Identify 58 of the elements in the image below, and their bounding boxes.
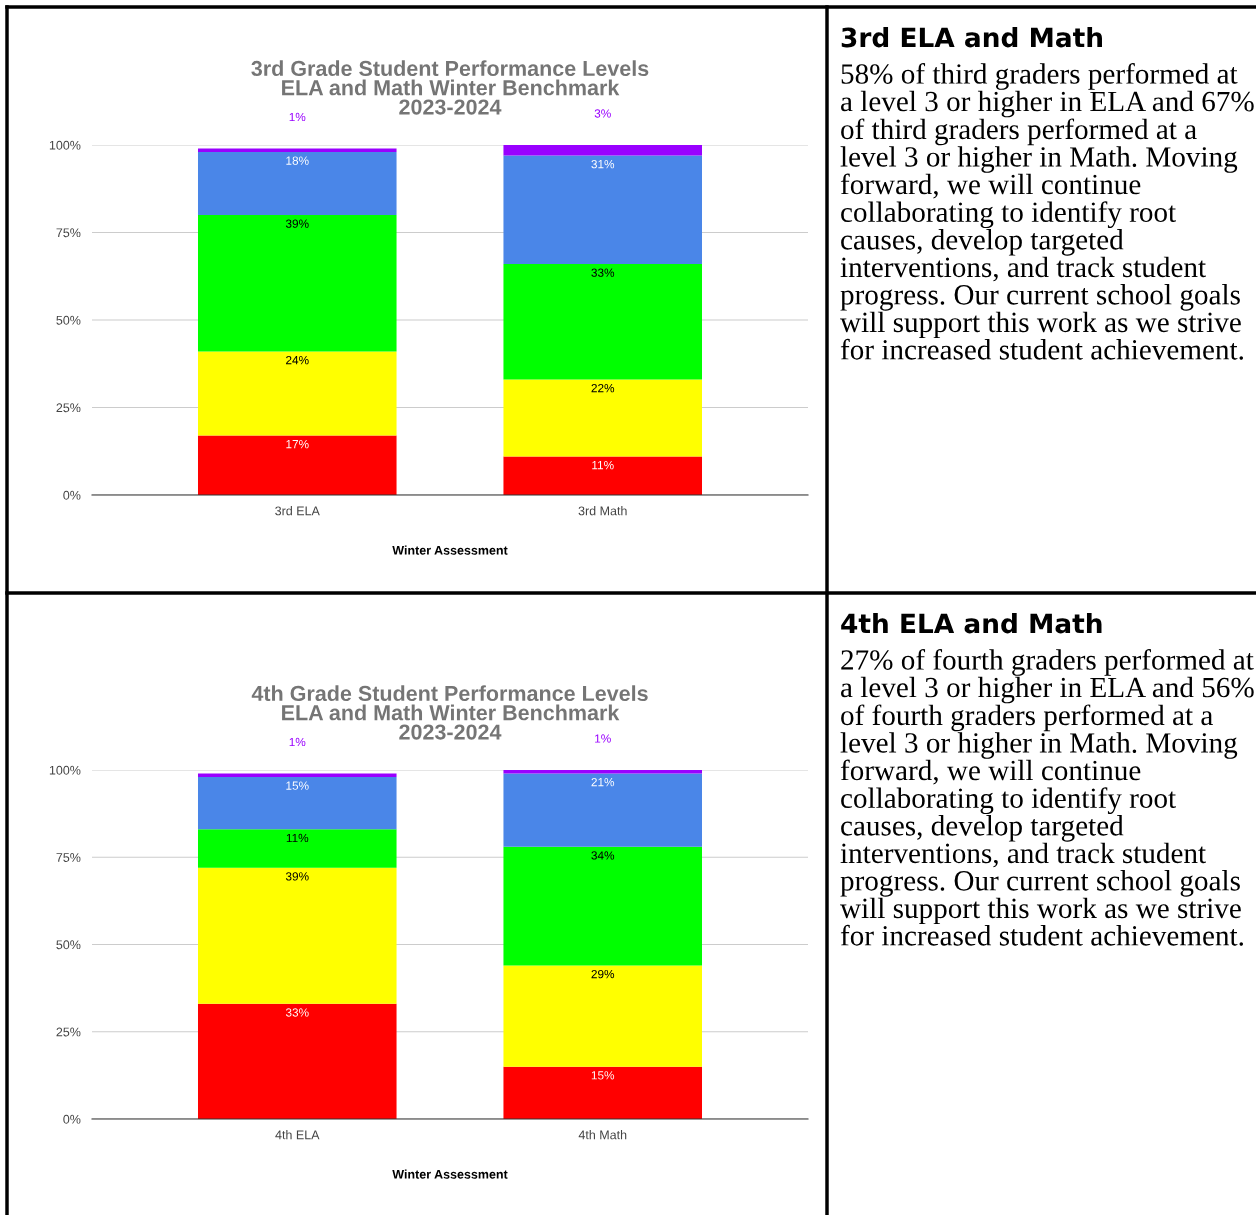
y-tick-label: 100% xyxy=(49,765,81,775)
bar xyxy=(503,965,703,1067)
bar xyxy=(503,773,703,847)
text: 4th ELA and Math xyxy=(841,613,1102,634)
bar xyxy=(197,1003,397,1119)
y-tick-label: 50% xyxy=(56,315,81,325)
data-label: 33% xyxy=(285,1008,309,1017)
data-label: 29% xyxy=(591,969,615,979)
data-label: 1% xyxy=(289,112,306,122)
data-label: 22% xyxy=(591,383,615,393)
x-tick-label: 3rd ELA xyxy=(275,506,320,516)
x-tick-label: 4th Math xyxy=(578,1130,627,1140)
y-tick-label: 75% xyxy=(56,228,81,238)
data-label: 21% xyxy=(591,777,615,787)
text: 3rd ELA and Math xyxy=(841,27,1102,48)
data-label: 24% xyxy=(286,355,309,365)
x-axis-title: Winter Assessment xyxy=(392,1169,508,1179)
bar xyxy=(503,1066,703,1119)
data-label: 39% xyxy=(285,872,309,881)
data-label: 33% xyxy=(591,268,615,277)
bar xyxy=(197,773,397,777)
x-axis-title: Winter Assessment xyxy=(392,545,508,555)
y-tick-label: 100% xyxy=(49,140,81,150)
bar xyxy=(503,264,703,380)
data-label: 31% xyxy=(591,159,615,169)
bar xyxy=(197,215,397,352)
bar xyxy=(197,351,397,436)
y-tick-label: 75% xyxy=(56,853,81,862)
data-label: 11% xyxy=(286,833,309,843)
bar xyxy=(503,846,703,966)
x-tick-label: 4th ELA xyxy=(275,1130,320,1140)
bar xyxy=(197,867,397,1004)
bar xyxy=(197,152,397,215)
data-label: 39% xyxy=(285,219,309,228)
y-tick-label: 25% xyxy=(56,1027,81,1037)
bar xyxy=(503,456,703,495)
bar xyxy=(197,829,397,868)
y-tick-label: 50% xyxy=(56,940,81,950)
y-tick-label: 0% xyxy=(63,490,81,500)
data-label: 11% xyxy=(592,461,614,470)
bar xyxy=(503,155,703,264)
bar xyxy=(197,776,397,830)
data-label: 1% xyxy=(289,737,306,747)
data-label: 3% xyxy=(594,109,611,118)
text: 58% of third graders performed at a level 3 or higher in ELA and 67% of third graders performed at a level 3 or higher in Math. Moving forward, we will continue collaborating to identify root causes, develop targeted interventions, and track student progress. Our current school goals will support this work as we strive for increased student achievement. xyxy=(840,63,1254,360)
data-label: 15% xyxy=(286,781,309,790)
data-label: 18% xyxy=(286,156,309,165)
text: 27% of fourth graders performed at a level 3 or higher in ELA and 56% of fourth graders performed at a level 3 or higher in Math. Moving forward, we will continue collaborating to identify root causes, develop targeted interventions, and track student progress. Our current school goals will support this work as we strive for increased student achievement. xyxy=(840,649,1254,946)
data-label: 17% xyxy=(286,440,309,449)
bar xyxy=(503,379,703,457)
data-label: 15% xyxy=(591,1071,615,1080)
data-label: 1% xyxy=(595,734,611,743)
data-label: 34% xyxy=(591,851,615,860)
x-tick-label: 3rd Math xyxy=(578,506,627,516)
y-tick-label: 25% xyxy=(56,403,81,413)
y-tick-label: 0% xyxy=(63,1114,81,1124)
bar xyxy=(503,145,703,156)
bar xyxy=(197,435,397,495)
